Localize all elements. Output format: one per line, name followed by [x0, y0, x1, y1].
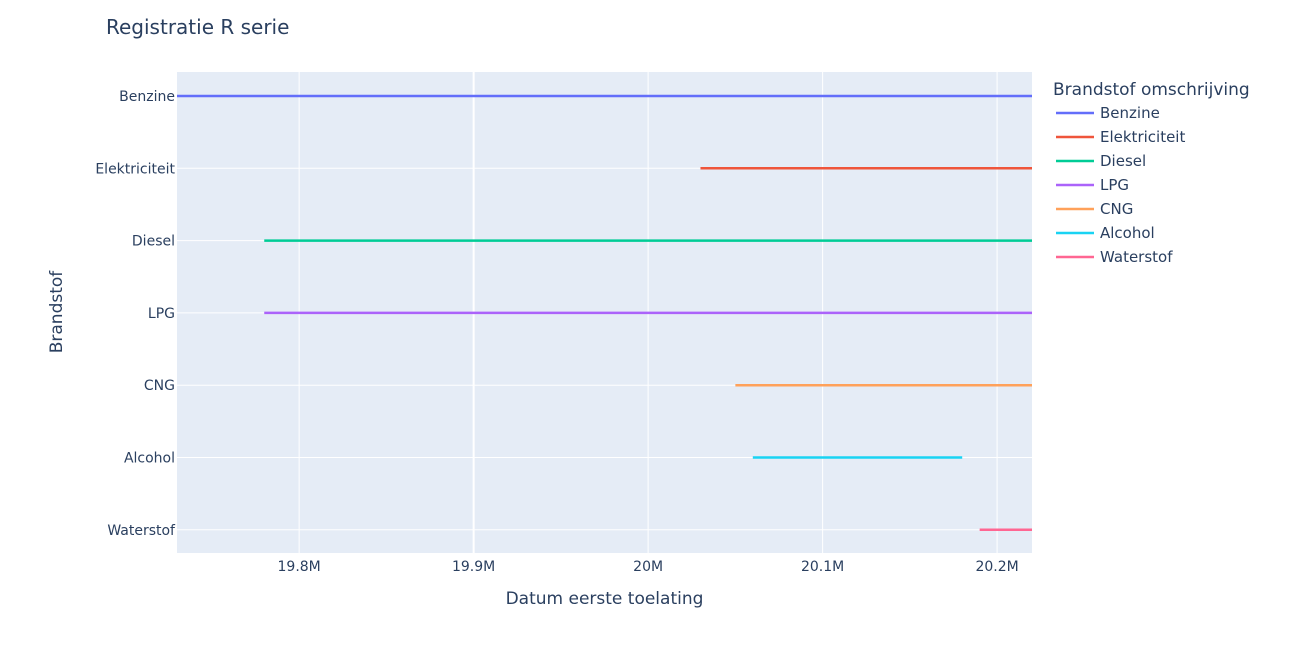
legend-label: Diesel	[1100, 152, 1146, 170]
legend-label: Elektriciteit	[1100, 128, 1185, 146]
y-tick-label: LPG	[148, 306, 175, 322]
y-tick-label: CNG	[144, 378, 175, 394]
legend-items[interactable]: Benzine Elektriciteit Diesel LPG CNG Alcohol W…	[1056, 104, 1185, 266]
legend-item-waterstof[interactable]: Waterstof	[1056, 248, 1173, 266]
legend-label: Waterstof	[1100, 248, 1173, 266]
legend-label: Benzine	[1100, 104, 1160, 122]
y-tick-label: Waterstof	[107, 523, 176, 539]
legend-item-lpg[interactable]: LPG	[1056, 176, 1129, 194]
legend-label: LPG	[1100, 176, 1129, 194]
x-tick-labels: 19.8M 19.9M 20M 20.1M 20.2M	[278, 559, 1019, 575]
x-tick-label: 19.9M	[452, 559, 495, 575]
legend-item-diesel[interactable]: Diesel	[1056, 152, 1146, 170]
y-tick-labels: Benzine Elektriciteit Diesel LPG CNG Alcohol W…	[95, 89, 176, 539]
x-tick-label: 20M	[633, 559, 663, 575]
legend-label: Alcohol	[1100, 224, 1155, 242]
y-tick-label: Diesel	[132, 234, 175, 250]
y-tick-label: Elektriciteit	[95, 161, 175, 177]
legend-item-elektriciteit[interactable]: Elektriciteit	[1056, 128, 1185, 146]
legend-item-alcohol[interactable]: Alcohol	[1056, 224, 1155, 242]
x-axis-title: Datum eerste toelating	[506, 589, 704, 609]
legend-item-cng[interactable]: CNG	[1056, 200, 1133, 218]
chart-title: Registratie R serie	[106, 15, 289, 39]
x-tick-label: 19.8M	[278, 559, 321, 575]
legend[interactable]: Brandstof omschrijving Benzine Elektricit…	[1053, 80, 1250, 266]
legend-item-benzine[interactable]: Benzine	[1056, 104, 1160, 122]
y-tick-label: Alcohol	[124, 451, 175, 467]
legend-title: Brandstof omschrijving	[1053, 80, 1250, 100]
x-tick-label: 20.2M	[975, 559, 1018, 575]
series-lines	[177, 94, 1032, 532]
legend-label: CNG	[1100, 200, 1133, 218]
y-tick-label: Benzine	[119, 89, 175, 105]
x-tick-label: 20.1M	[801, 559, 844, 575]
y-axis-title: Brandstof	[47, 270, 67, 354]
